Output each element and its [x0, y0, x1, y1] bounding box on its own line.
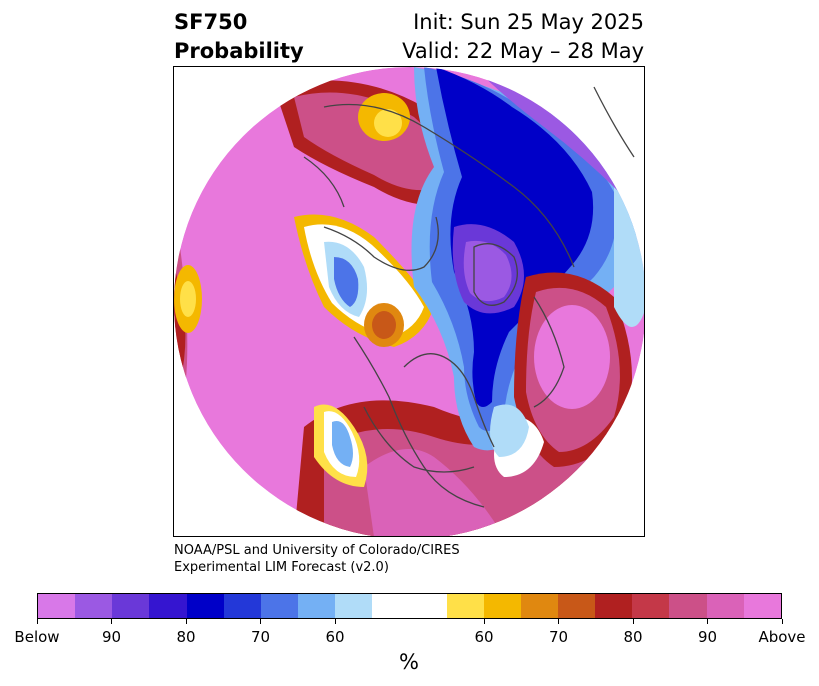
colorbar-tick-mark — [260, 619, 261, 624]
init-date: Init: Sun 25 May 2025 — [413, 10, 644, 34]
colorbar-swatch — [446, 594, 484, 618]
colorbar-swatch — [297, 594, 336, 618]
colorbar-tick-mark — [707, 619, 708, 624]
colorbar-swatch — [557, 594, 596, 618]
colorbar-tick-label: Below — [14, 628, 60, 646]
product-name: Probability — [174, 39, 304, 63]
colorbar-tick-mark — [483, 619, 485, 624]
colorbar-swatch — [38, 594, 76, 618]
colorbar-swatch — [75, 594, 113, 618]
colorbar-tick-mark — [334, 619, 336, 624]
colorbar-unit-label: % — [399, 650, 419, 674]
coastline-overlay — [303, 86, 635, 508]
colorbar-tick-label: 90 — [697, 628, 718, 646]
colorbar-tick-mark — [185, 619, 187, 624]
colorbar-swatch — [632, 594, 670, 618]
colorbar-tick-mark — [558, 619, 559, 624]
colorbar-tick-label: 60 — [325, 628, 345, 646]
credit-text: NOAA/PSL and University of Colorado/CIRE… — [174, 542, 460, 576]
colorbar-tick-label: 80 — [623, 628, 643, 646]
forecast-dates: Init: Sun 25 May 2025 Valid: 22 May – 28… — [402, 8, 644, 66]
valid-range: Valid: 22 May – 28 May — [402, 39, 644, 63]
colorbar-swatch — [520, 594, 558, 618]
colorbar-swatch — [372, 594, 447, 618]
colorbar-swatch — [260, 594, 298, 618]
colorbar-swatch — [112, 594, 150, 618]
colorbar-tick-label: 80 — [176, 628, 196, 646]
probability-field — [174, 67, 644, 536]
credit-line-1: NOAA/PSL and University of Colorado/CIRE… — [174, 543, 460, 558]
colorbar-tick-label: 70 — [548, 628, 569, 646]
map-title: SF750 Probability — [174, 8, 304, 66]
credit-line-2: Experimental LIM Forecast (v2.0) — [174, 560, 389, 575]
colorbar-tick-label: 60 — [474, 628, 494, 646]
colorbar-tick-label: Above — [758, 628, 806, 646]
colorbar-tick-label: 70 — [250, 628, 271, 646]
colorbar-swatch — [335, 594, 373, 618]
colorbar-swatch — [706, 594, 744, 618]
colorbar-swatch — [669, 594, 707, 618]
polar-map — [173, 66, 645, 537]
colorbar-tick-mark — [36, 619, 38, 624]
colorbar-swatch — [483, 594, 521, 618]
colorbar-swatch — [223, 594, 261, 618]
colorbar-tick-mark — [781, 619, 783, 624]
colorbar-swatch — [743, 594, 781, 618]
colorbar-tick-mark — [632, 619, 634, 624]
colorbar-swatch — [595, 594, 633, 618]
colorbar-tick-mark — [111, 619, 112, 624]
colorbar — [37, 593, 782, 619]
colorbar-tick-label: 90 — [101, 628, 122, 646]
colorbar-swatch — [149, 594, 187, 618]
variable-name: SF750 — [174, 10, 248, 34]
colorbar-swatch — [186, 594, 224, 618]
